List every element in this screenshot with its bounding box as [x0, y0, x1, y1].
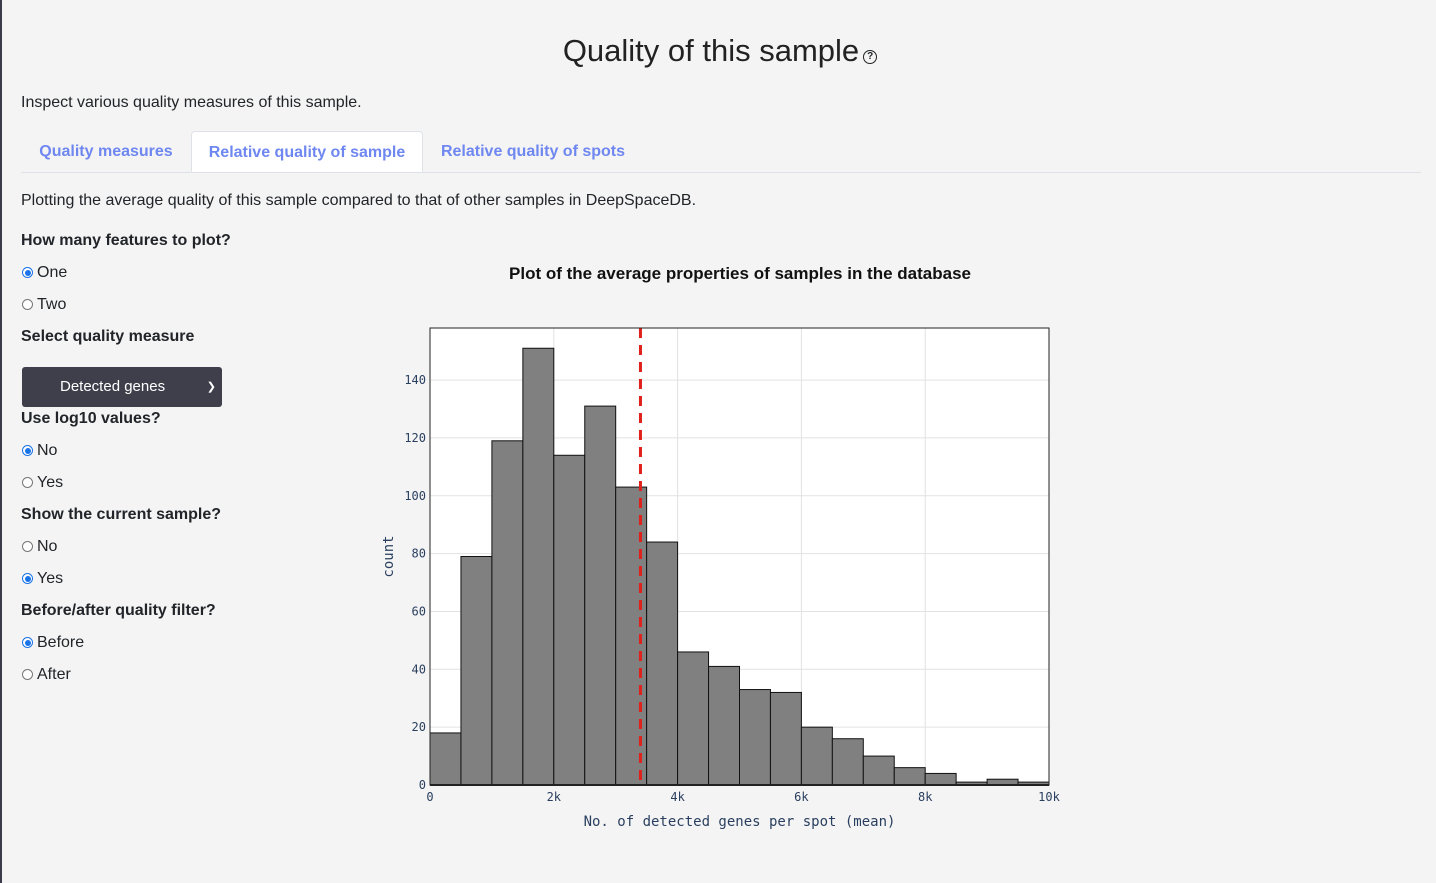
radio-label: Yes [37, 474, 64, 491]
chart-title: Plot of the average properties of sample… [509, 264, 971, 283]
histogram-bar [708, 665, 740, 786]
current-sample-label: Show the current sample? [21, 506, 222, 523]
tab-description: Plotting the average quality of this sam… [21, 192, 697, 209]
current-radio-yes[interactable]: Yes [22, 569, 63, 589]
x-tick-label: 0 [426, 790, 433, 804]
histogram-bar [862, 755, 895, 786]
histogram-bar [429, 732, 462, 786]
chevron-down-icon: ❯ [206, 381, 216, 393]
y-tick-label: 40 [412, 662, 426, 676]
histogram-chart: 0 2k 4k 6k 8k 10k 0 20 40 60 80 100 120 140 No. of det… [381, 327, 1061, 830]
help-icon[interactable]: ? [863, 50, 878, 64]
histogram-bar [584, 405, 617, 786]
x-axis-title: No. of detected genes per spot (mean) [584, 814, 896, 830]
intro-text: Inspect various quality measures of this… [21, 94, 362, 111]
filter-label: Before/after quality filter? [21, 602, 216, 619]
features-radio-one[interactable]: One [22, 263, 67, 283]
histogram-bar [924, 772, 957, 786]
filter-radio-before[interactable]: Before [22, 633, 84, 653]
radio-label: One [37, 264, 68, 281]
y-tick-label: 60 [412, 604, 426, 618]
x-tick-label: 6k [794, 790, 809, 804]
page-title: Quality of this sample [562, 33, 860, 68]
tab-quality-measures[interactable]: Quality measures [39, 143, 173, 160]
histogram-bar [831, 738, 864, 786]
log-radio-no[interactable]: No [22, 441, 57, 461]
y-tick-label: 80 [412, 547, 426, 561]
x-tick-label: 2k [547, 790, 562, 804]
histogram-bar [769, 691, 802, 786]
radio-button[interactable] [22, 541, 33, 552]
radio-button[interactable] [22, 477, 33, 488]
radio-button[interactable] [22, 267, 33, 278]
window-edge [0, 0, 2, 883]
log-radio-yes[interactable]: Yes [22, 473, 63, 493]
y-tick-label: 0 [419, 778, 426, 792]
quality-measure-select[interactable]: Detected genes ❯ [22, 367, 222, 407]
histogram-bar [893, 767, 926, 786]
features-radio-two[interactable]: Two [22, 295, 66, 315]
filter-radio-after[interactable]: After [22, 665, 71, 685]
x-tick-label: 10k [1038, 790, 1060, 804]
y-axis-title: count [381, 535, 397, 577]
y-tick-label: 20 [412, 720, 426, 734]
page-header: Quality of this sample? [0, 33, 1436, 69]
radio-button[interactable] [22, 573, 33, 584]
radio-button[interactable] [22, 445, 33, 456]
measure-label: Select quality measure [21, 328, 195, 345]
radio-label: No [37, 538, 58, 555]
radio-label: After [37, 666, 71, 683]
x-tick-label: 4k [670, 790, 685, 804]
tab-relative-quality-spots[interactable]: Relative quality of spots [440, 143, 626, 160]
select-value: Detected genes [60, 378, 166, 395]
tab-relative-quality-sample[interactable]: Relative quality of sample [191, 131, 423, 172]
histogram-bar [677, 651, 710, 786]
tab-bar: Quality measures Relative quality of sam… [21, 131, 1421, 173]
x-tick-label: 8k [918, 790, 933, 804]
histogram-bar [553, 454, 586, 786]
histogram-bar [615, 486, 648, 786]
radio-button[interactable] [22, 299, 33, 310]
histogram-bar [646, 541, 679, 786]
radio-label: Two [37, 296, 67, 313]
y-tick-label: 100 [404, 489, 426, 503]
features-label: How many features to plot? [21, 232, 231, 249]
histogram-bar [460, 556, 493, 786]
current-radio-no[interactable]: No [22, 537, 57, 557]
radio-button[interactable] [22, 669, 33, 680]
histogram-bar [800, 726, 833, 786]
histogram-bar [739, 689, 771, 786]
histogram-bar [522, 347, 555, 786]
y-tick-label: 120 [404, 431, 426, 445]
radio-label: Yes [37, 570, 64, 587]
radio-button[interactable] [22, 637, 33, 648]
radio-label: No [37, 442, 58, 459]
radio-label: Before [37, 634, 85, 651]
y-tick-label: 140 [404, 373, 426, 387]
histogram-bar [491, 440, 524, 786]
log-label: Use log10 values? [21, 410, 161, 427]
